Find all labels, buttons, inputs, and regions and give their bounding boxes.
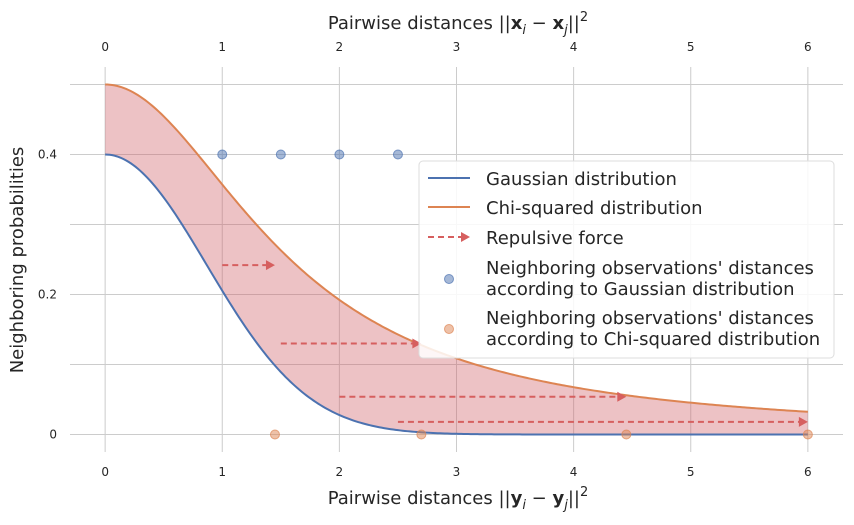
y-axis-title: Neighboring probabilities bbox=[7, 147, 28, 374]
x-top-tick-label: 0 bbox=[101, 40, 109, 54]
legend: Gaussian distribution Chi-squared distri… bbox=[418, 160, 835, 359]
gaussian-point-3 bbox=[334, 149, 345, 160]
legend-repulsive-label: Repulsive force bbox=[486, 228, 624, 249]
x-bottom-tick-label: 1 bbox=[218, 465, 226, 479]
x-bottom-tick-label: 4 bbox=[570, 465, 578, 479]
repulsive-arrowhead-2 bbox=[412, 338, 422, 349]
tick-layer: 0 1 2 3 4 5 6 0 1 2 3 4 5 6 0 0.2 0.4 bbox=[38, 40, 812, 479]
x-bottom-tick-label: 6 bbox=[804, 465, 812, 479]
legend-gaussian-label: Gaussian distribution bbox=[486, 169, 677, 190]
legend-chi-label: Chi-squared distribution bbox=[486, 198, 703, 219]
scatter-layer bbox=[217, 149, 813, 440]
legend-chi-points-label-line2: according to Chi-squared distribution bbox=[486, 329, 820, 350]
x-top-tick-label: 1 bbox=[218, 40, 226, 54]
fill-between-area bbox=[105, 84, 808, 435]
x-top-tick-label: 3 bbox=[453, 40, 461, 54]
legend-gaussian-points-label-line1: Neighboring observations' distances bbox=[486, 258, 814, 279]
x-bottom-tick-label: 3 bbox=[453, 465, 461, 479]
chi-point-4 bbox=[802, 429, 813, 440]
gaussian-point-4 bbox=[392, 149, 403, 160]
legend-gaussian-point-swatch bbox=[444, 274, 454, 284]
arrow-layer bbox=[222, 260, 808, 427]
legend-box bbox=[418, 160, 835, 359]
repulsive-arrowhead-3 bbox=[617, 391, 627, 402]
x-bottom-tick-label: 2 bbox=[336, 465, 344, 479]
gaussian-point-1 bbox=[217, 149, 228, 160]
x-top-tick-label: 2 bbox=[336, 40, 344, 54]
legend-chi-points-label-line1: Neighboring observations' distances bbox=[486, 308, 814, 329]
chi-point-1 bbox=[269, 429, 280, 440]
legend-repulsive-arrowhead bbox=[461, 232, 470, 242]
y-tick-label: 0.2 bbox=[38, 288, 57, 302]
series-line-gaussian bbox=[105, 153, 808, 436]
y-tick-label: 0.4 bbox=[38, 148, 57, 162]
legend-chi-point-swatch bbox=[444, 324, 454, 334]
top-axis-title: Pairwise distances ||xi − xj||2 bbox=[328, 10, 588, 38]
y-tick-label: 0 bbox=[49, 428, 57, 442]
x-top-tick-label: 4 bbox=[570, 40, 578, 54]
chi-point-3 bbox=[621, 429, 632, 440]
legend-gaussian-points-label-line2: according to Gaussian distribution bbox=[486, 279, 795, 300]
bottom-axis-title: Pairwise distances ||yi − yj||2 bbox=[328, 485, 589, 513]
gaussian-point-2 bbox=[275, 149, 286, 160]
chi-point-2 bbox=[416, 429, 427, 440]
repulsive-arrowhead-1 bbox=[265, 260, 275, 271]
x-bottom-tick-label: 5 bbox=[687, 465, 695, 479]
fill-layer bbox=[105, 84, 808, 435]
x-top-tick-label: 6 bbox=[804, 40, 812, 54]
repulsive-arrowhead-4 bbox=[798, 416, 808, 427]
x-bottom-tick-label: 0 bbox=[101, 465, 109, 479]
x-top-tick-label: 5 bbox=[687, 40, 695, 54]
